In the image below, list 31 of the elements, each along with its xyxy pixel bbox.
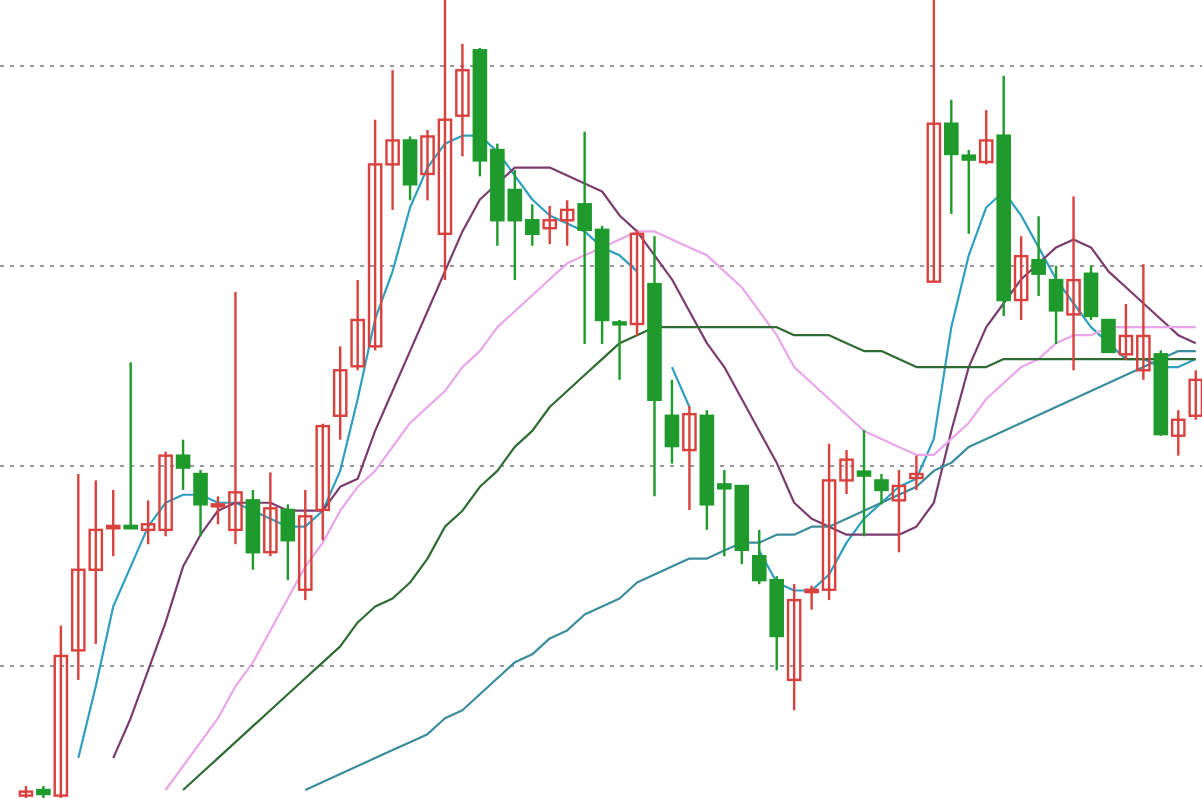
- candlestick: [891, 468, 907, 554]
- candlestick: [53, 624, 69, 798]
- candlestick: [978, 108, 994, 166]
- candlestick: [1031, 215, 1046, 298]
- candlestick: [315, 422, 331, 542]
- candlestick: [1083, 264, 1099, 322]
- candlestick: [856, 428, 872, 538]
- candlestick: [455, 42, 470, 158]
- candlestick: [332, 345, 348, 441]
- candlestick: [682, 404, 697, 512]
- candlestick: [280, 503, 296, 582]
- candlestick: [786, 582, 802, 712]
- candlestick: [263, 471, 278, 558]
- candlestick: [193, 468, 208, 538]
- candlestick: [612, 318, 627, 382]
- candlestick: [1101, 318, 1116, 354]
- candlestick: [123, 361, 138, 530]
- candlestick: [1048, 264, 1064, 346]
- candlestick: [105, 488, 121, 558]
- candlestick: [1066, 195, 1081, 372]
- candlestick: [175, 438, 191, 492]
- candlestick: [297, 488, 313, 602]
- candlestick: [629, 228, 645, 338]
- candlestick: [1188, 369, 1202, 421]
- candlestick: [1170, 408, 1186, 457]
- candlestick: [909, 454, 924, 492]
- candlestick: [664, 378, 680, 465]
- candlestick: [874, 472, 889, 506]
- candlestick: [1013, 235, 1029, 322]
- candlestick: [926, 0, 942, 283]
- candlestick: [402, 135, 418, 202]
